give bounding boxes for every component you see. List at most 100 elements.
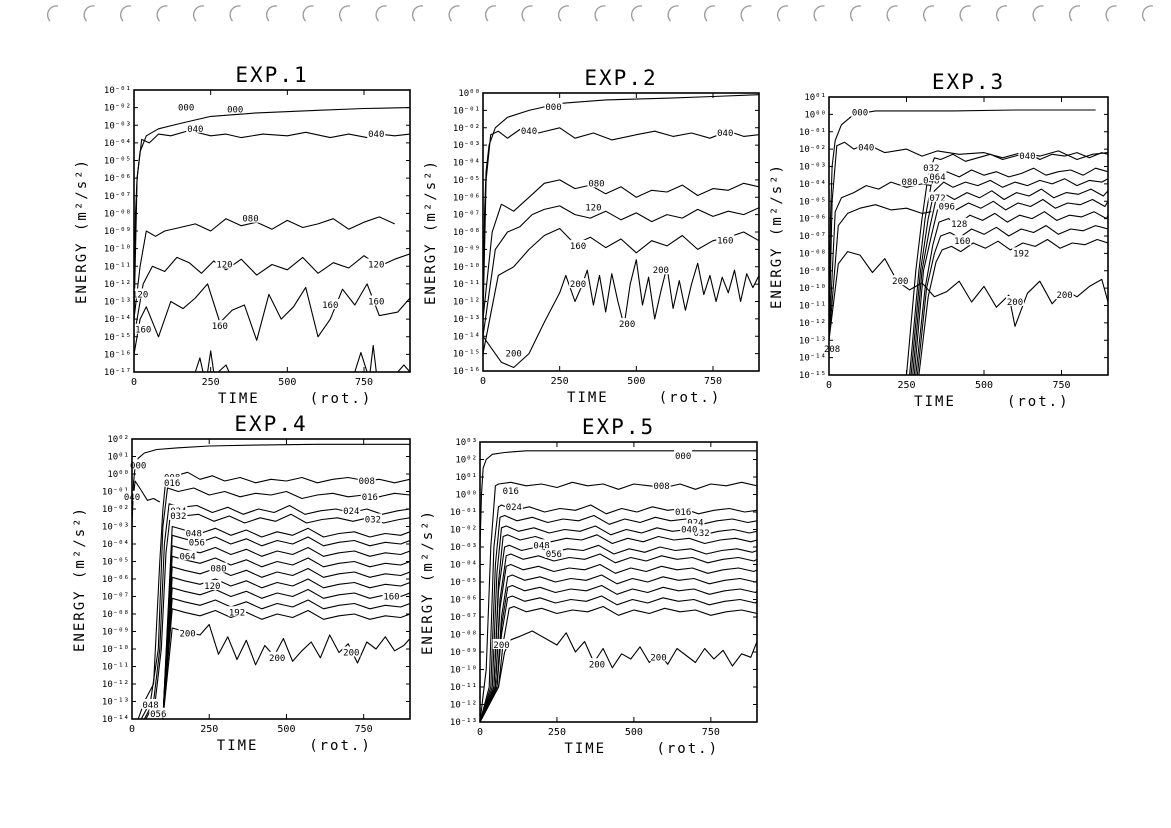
series-line-008 (132, 471, 410, 719)
y-tick-label: 10⁻¹³ (799, 336, 826, 346)
curve-label: 032 (922, 162, 941, 174)
y-tick-label: 10⁻⁰⁸ (450, 631, 477, 641)
x-tick-label: 500 (278, 377, 296, 388)
x-tick-label: 500 (277, 724, 295, 735)
curve-label: 040 (1018, 150, 1037, 162)
curve-label: 160 (716, 234, 735, 247)
y-tick-label: 10⁻⁰¹ (799, 128, 826, 138)
curve-label: 080 (587, 177, 606, 189)
series-line-120 (480, 584, 757, 722)
y-tick-label: 10⁻⁰⁷ (799, 232, 826, 242)
binder-ring (594, 5, 606, 22)
curve-label-text: 000 (545, 103, 561, 113)
series-line-160 (162, 597, 410, 719)
y-tick-label: 10⁻¹⁴ (104, 315, 131, 325)
y-tick-label: 10⁻¹⁰ (453, 263, 480, 273)
y-tick-label: 10⁻⁰⁹ (450, 648, 477, 658)
curve-label: 160 (953, 235, 972, 247)
series-line-064 (162, 545, 410, 719)
y-tick-label: 10⁰⁰ (804, 110, 826, 120)
curve-label-text: 064 (179, 552, 195, 562)
curve-label: 032 (169, 510, 188, 522)
curve-label-text: 040 (521, 127, 537, 137)
binder-ring (776, 5, 789, 22)
y-tick-label: 10⁰⁰ (455, 491, 477, 501)
curve-label-text: 000 (130, 461, 146, 471)
binder-ring (521, 5, 533, 22)
y-tick-label: 10⁻⁰⁸ (102, 610, 129, 620)
curve-label-text: 200 (506, 350, 522, 360)
x-tick-label: 500 (627, 376, 645, 387)
x-tick-label: 500 (975, 380, 993, 391)
curve-label-text: 040 (858, 143, 874, 153)
curve-label-text: 080 (588, 179, 604, 189)
y-tick-label: 10⁻⁰³ (102, 523, 129, 533)
curve-label: 000 (544, 100, 563, 113)
binder-ring (265, 5, 278, 22)
curve-label: 192 (1012, 247, 1031, 259)
curve-label-text: 120 (368, 260, 384, 270)
curve-label: 032 (363, 513, 382, 526)
curve-label-text: 072 (929, 194, 945, 204)
series-line-040 (829, 141, 1108, 341)
x-tick-label: 0 (480, 376, 486, 387)
y-tick-label: 10⁻⁰² (799, 145, 826, 155)
y-tick-label: 10⁻⁰³ (453, 141, 480, 151)
plot-frame (133, 89, 411, 373)
binder-ring (630, 5, 643, 22)
y-tick-label: 10⁻¹⁰ (102, 645, 129, 655)
binder-ring (922, 5, 935, 22)
curve-label-text: 120 (216, 260, 232, 270)
binder-ring (557, 5, 570, 22)
series-line-192 (918, 238, 1108, 375)
curve-label: 160 (134, 323, 153, 336)
curve-label: 056 (149, 707, 168, 720)
curve-label: 200 (651, 264, 670, 276)
binder-ring (1105, 5, 1117, 22)
curve-label: 120 (584, 201, 603, 214)
curve-label-text: 008 (359, 477, 375, 487)
y-tick-label: 10⁻⁰⁵ (450, 578, 477, 588)
curve-label: 120 (131, 288, 150, 300)
curve-label: 200 (891, 275, 910, 287)
curve-label-text: 048 (142, 701, 158, 711)
curve-label: 096 (937, 200, 956, 212)
binder-ring (995, 5, 1008, 22)
curve-label: 200 (1006, 296, 1024, 308)
x-tick-label: 750 (702, 727, 720, 738)
series-line-080 (134, 216, 395, 320)
curve-label-text: 200 (589, 660, 605, 670)
curve-label-text: 160 (570, 242, 586, 252)
plot-frame (131, 438, 411, 720)
curve-label: 200 (342, 646, 361, 659)
y-tick-label: 10⁻⁰⁴ (102, 540, 129, 550)
curve-label: 208 (823, 342, 842, 355)
y-tick-label: 10⁻⁰⁶ (102, 575, 129, 585)
y-tick-label: 10⁻¹⁴ (453, 332, 480, 342)
series-group (134, 107, 410, 372)
x-tick-label: 750 (355, 377, 373, 388)
y-tick-label: 10⁻¹¹ (453, 280, 480, 290)
series-line-072 (480, 563, 757, 722)
curve-label: 024 (342, 504, 361, 517)
x-axis-unit: (rot.) (309, 738, 372, 754)
y-tick-label: 10⁻¹¹ (104, 262, 131, 272)
y-tick-label: 10⁰⁰ (458, 89, 480, 99)
curve-label-text: 160 (135, 326, 151, 336)
binder-ring (192, 5, 205, 22)
curve-label-text: 160 (322, 301, 338, 311)
x-tick-label: 250 (200, 724, 218, 735)
curve-label-text: 160 (212, 322, 228, 332)
series-line-160 (134, 283, 410, 355)
curve-label-text: 200 (619, 320, 635, 330)
series-line-048 (480, 544, 757, 722)
y-tick-label: 10⁻⁰⁴ (104, 139, 131, 149)
y-tick-label: 10⁻¹⁴ (799, 354, 826, 364)
chart-title: EXP.2 (584, 66, 657, 90)
curve-label-text: 032 (170, 512, 186, 522)
curve-label-text: 032 (923, 164, 939, 174)
curve-label-text: 040 (1019, 152, 1035, 162)
series-line-144 (162, 587, 410, 719)
y-tick-label: 10⁰² (455, 456, 477, 466)
